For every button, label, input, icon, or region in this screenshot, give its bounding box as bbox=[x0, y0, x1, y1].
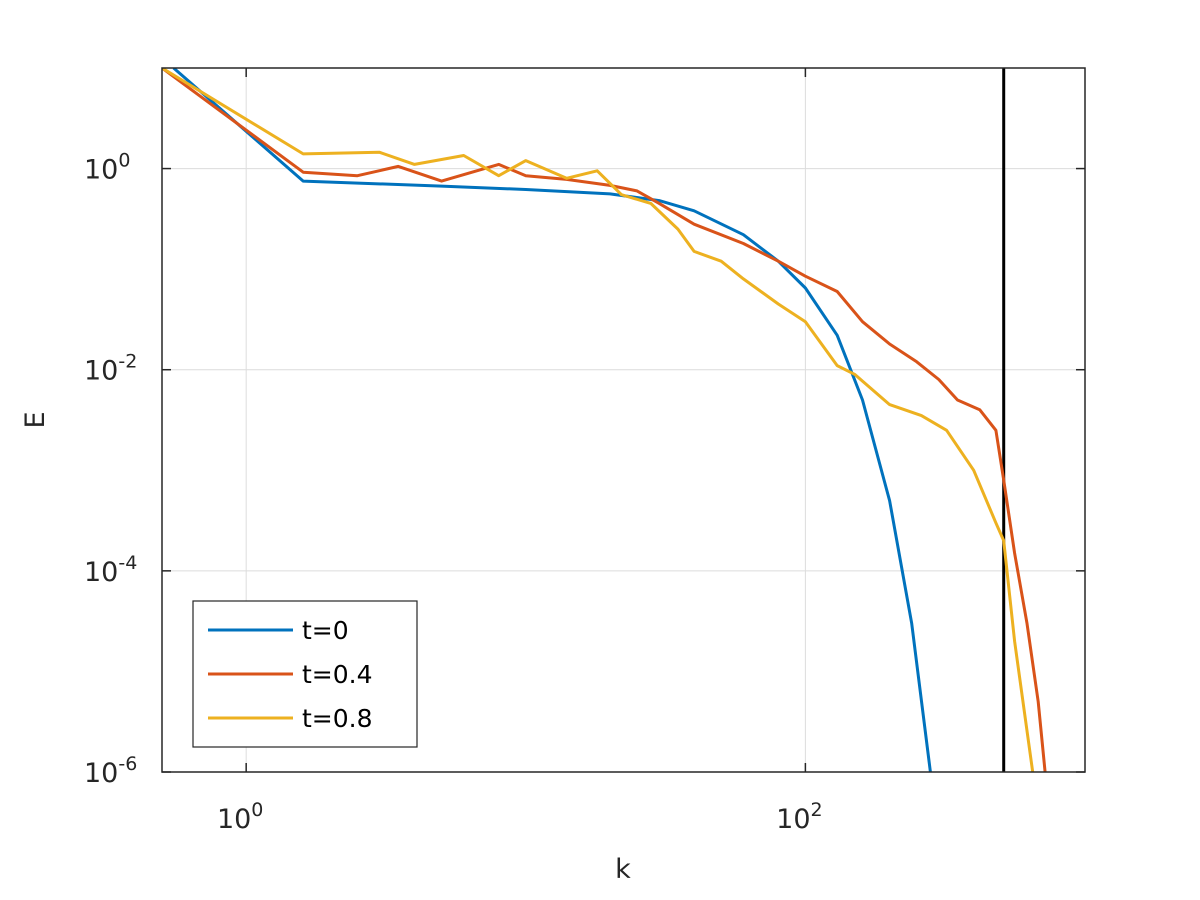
y-tick-label: 10-6 bbox=[84, 753, 137, 789]
ticks bbox=[162, 68, 1085, 773]
axes-box bbox=[161, 67, 1086, 773]
series-line-0 bbox=[172, 68, 932, 772]
x-axis-label: k bbox=[615, 854, 631, 885]
legend-label-0: t=0 bbox=[302, 616, 349, 645]
y-tick-label: 10-4 bbox=[84, 552, 137, 588]
y-axis-label: E bbox=[20, 411, 51, 428]
x-tick-label: 100 bbox=[217, 799, 263, 835]
legend-label-1: t=0.4 bbox=[302, 660, 373, 689]
series-layer bbox=[162, 68, 1047, 772]
tick-labels: 100 102 100 10-2 10-4 10-6 bbox=[84, 150, 823, 835]
series-line-2 bbox=[162, 68, 1035, 772]
x-tick-label: 102 bbox=[776, 799, 822, 835]
y-tick-label: 10-2 bbox=[84, 351, 137, 387]
legend: t=0 t=0.4 t=0.8 bbox=[192, 600, 418, 748]
legend-label-2: t=0.8 bbox=[302, 704, 373, 733]
series-line-1 bbox=[162, 68, 1047, 772]
y-tick-label: 100 bbox=[84, 150, 130, 186]
